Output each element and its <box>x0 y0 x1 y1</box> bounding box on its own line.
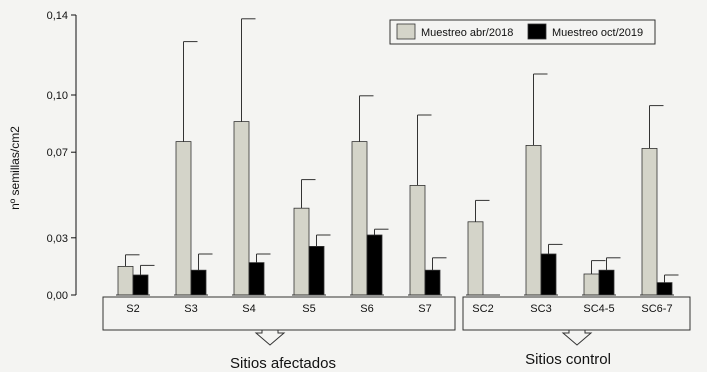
bar-abr2018 <box>583 273 600 296</box>
y-tick-label: 0,07 <box>47 147 68 159</box>
bar-oct2019 <box>132 274 149 296</box>
legend-swatch <box>527 23 547 40</box>
bar-oct2019 <box>540 253 557 296</box>
bar-oct2019 <box>190 269 207 296</box>
bar-abr2018 <box>409 184 426 296</box>
y-tick-label: 0,10 <box>47 90 68 102</box>
bar-abr2018 <box>175 141 192 296</box>
x-tick-label: S2 <box>126 303 139 315</box>
x-tick-label: SC2 <box>472 303 493 315</box>
bar-oct2019 <box>424 269 441 296</box>
bar-abr2018 <box>525 144 542 296</box>
y-axis: 0,00 0,03 0,07 0,10 0,14 <box>47 10 77 302</box>
group-label: Sitios control <box>525 351 611 368</box>
legend-swatch <box>396 23 416 40</box>
x-tick-label: S3 <box>184 303 197 315</box>
x-tick-label: SC4-5 <box>583 303 614 315</box>
group-bracket-box <box>102 296 456 331</box>
x-tick-label: S5 <box>302 303 315 315</box>
x-tick-label: SC3 <box>530 303 551 315</box>
legend: Muestreo abr/2018 Muestreo oct/2019 <box>389 19 656 45</box>
group-brackets: Sitios afectados Sitios control <box>102 296 691 372</box>
x-tick-label: S4 <box>242 303 255 315</box>
bar-abr2018 <box>641 147 658 296</box>
legend-box <box>389 19 656 45</box>
bar-abr2018 <box>233 121 250 296</box>
bar-abr2018 <box>351 141 368 296</box>
bar-abr2018 <box>293 207 310 296</box>
legend-label: Muestreo oct/2019 <box>552 27 643 39</box>
y-tick-label: 0,14 <box>47 10 68 22</box>
x-tick-label: SC6-7 <box>641 303 672 315</box>
bar-oct2019 <box>308 245 325 296</box>
x-tick-labels: S2 S3 S4 S5 S6 S7 SC2 SC3 SC4-5 SC6-7 <box>116 294 674 315</box>
bar-oct2019 <box>366 234 383 296</box>
y-tick-label: 0,03 <box>47 233 68 245</box>
x-tick-label: S6 <box>360 303 373 315</box>
y-axis-title: nº semillas/cm2 <box>8 126 22 210</box>
group-arrow <box>254 329 286 346</box>
bars-layer <box>117 18 679 296</box>
bar-oct2019 <box>656 282 673 296</box>
bar-oct2019 <box>248 262 265 296</box>
y-tick-label: 0,00 <box>47 290 68 302</box>
x-tick-label: S7 <box>418 303 431 315</box>
group-label: Sitios afectados <box>230 355 336 372</box>
bar-oct2019 <box>598 269 615 296</box>
bar-abr2018 <box>467 221 484 296</box>
legend-label: Muestreo abr/2018 <box>421 27 513 39</box>
group-arrow <box>561 329 593 346</box>
bar-abr2018 <box>117 265 134 296</box>
